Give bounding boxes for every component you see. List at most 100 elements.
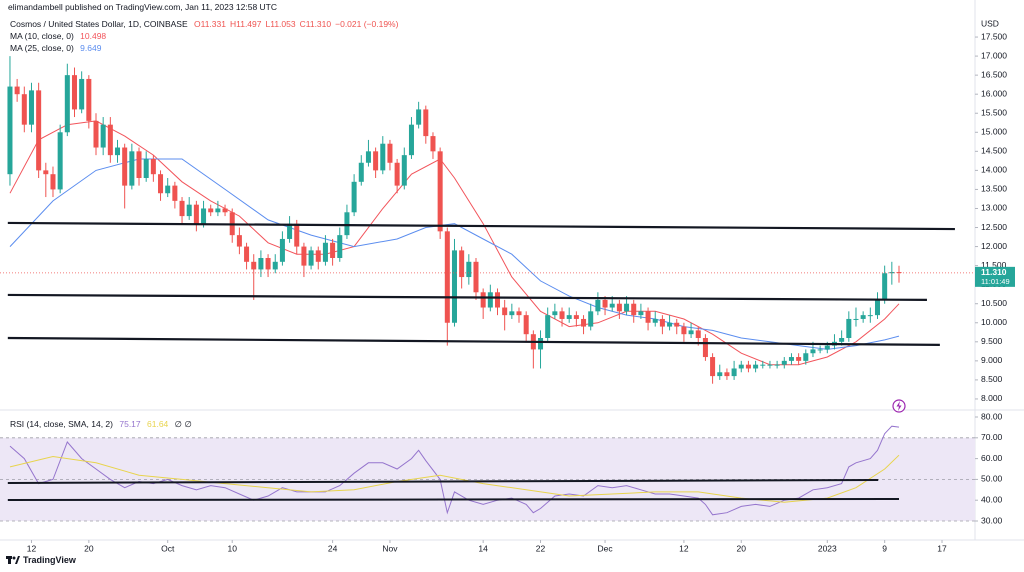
candle-body bbox=[552, 311, 558, 316]
candle-body bbox=[602, 299, 608, 308]
trendline bbox=[7, 479, 879, 484]
candle-body bbox=[258, 258, 264, 270]
na-marks: ∅ ∅ bbox=[174, 419, 192, 429]
candle-body bbox=[688, 330, 694, 335]
candle-body bbox=[788, 357, 794, 361]
candle-body bbox=[172, 185, 178, 201]
x-tick-label: Nov bbox=[382, 543, 398, 553]
event-icon-bolt bbox=[896, 401, 902, 411]
candle-body bbox=[581, 318, 587, 327]
candle-body bbox=[122, 147, 128, 186]
candle-body bbox=[494, 292, 501, 308]
candle-body bbox=[695, 330, 701, 338]
candle-body bbox=[781, 360, 787, 365]
branding: TradingView bbox=[6, 555, 76, 565]
y-tick-label: 17.000 bbox=[981, 50, 1007, 60]
candle-body bbox=[79, 78, 85, 110]
candle-body bbox=[487, 292, 493, 308]
y-tick-label: 10.500 bbox=[981, 298, 1007, 308]
candle-body bbox=[803, 353, 809, 361]
candle-body bbox=[674, 322, 680, 327]
candle-body bbox=[115, 147, 121, 156]
candle-body bbox=[480, 292, 486, 308]
y-tick-label: 30.00 bbox=[981, 515, 1003, 525]
candle-body bbox=[394, 162, 400, 186]
candle-body bbox=[738, 364, 744, 369]
x-tick-label: 17 bbox=[937, 543, 947, 553]
y-tick-label: 12.000 bbox=[981, 241, 1007, 251]
candle-body bbox=[867, 315, 873, 317]
candle-body bbox=[337, 235, 343, 258]
candle-body bbox=[308, 250, 314, 266]
y-tick-label: 12.500 bbox=[981, 222, 1007, 232]
candle-body bbox=[301, 246, 307, 266]
candle-body bbox=[839, 338, 845, 342]
candle-body bbox=[107, 124, 113, 156]
candle-body bbox=[538, 338, 544, 350]
candle-body bbox=[767, 364, 773, 366]
candle-body bbox=[358, 162, 364, 182]
legend-value: 9.649 bbox=[80, 43, 102, 53]
candle-body bbox=[423, 109, 429, 137]
candle-body bbox=[659, 318, 665, 327]
ohlc-values: O11.331 H11.497 L11.053 C11.310 −0.021 (−0.1… bbox=[194, 19, 402, 29]
candle-body bbox=[573, 315, 579, 319]
y-tick-label: 50.00 bbox=[981, 474, 1003, 484]
trendline bbox=[7, 293, 927, 302]
candle-body bbox=[817, 349, 823, 351]
countdown: 11:01:49 bbox=[981, 277, 1010, 286]
candle-body bbox=[100, 124, 106, 148]
candle-body bbox=[724, 372, 730, 377]
y-tick-label: 8.000 bbox=[981, 393, 1003, 403]
candle-body bbox=[516, 311, 522, 316]
candle-body bbox=[459, 250, 465, 278]
candle-body bbox=[71, 75, 78, 110]
legend-name: MA (25, close, 0) bbox=[10, 43, 74, 53]
y-tick-label: 9.500 bbox=[981, 336, 1003, 346]
candle-body bbox=[93, 120, 99, 148]
candle-body bbox=[208, 208, 214, 213]
candle-body bbox=[344, 212, 350, 236]
legend-value: 10.498 bbox=[80, 31, 107, 41]
x-tick-label: 24 bbox=[328, 543, 338, 553]
candle-body bbox=[186, 204, 192, 217]
x-tick-label: Oct bbox=[161, 543, 175, 553]
candle-body bbox=[36, 90, 42, 171]
candle-body bbox=[846, 318, 852, 338]
candle-body bbox=[387, 143, 393, 163]
candle-body bbox=[466, 261, 472, 278]
candle-body bbox=[853, 318, 859, 320]
candle-body bbox=[330, 242, 336, 258]
candle-body bbox=[760, 364, 766, 366]
legend-value: 75.17 bbox=[119, 419, 141, 429]
candle-body bbox=[509, 311, 515, 316]
candle-body bbox=[351, 181, 357, 213]
candle-body bbox=[272, 261, 278, 270]
candle-body bbox=[315, 250, 321, 262]
candle-body bbox=[545, 315, 551, 338]
candle-body bbox=[896, 272, 902, 274]
ohlc-item: C11.310 bbox=[299, 19, 332, 29]
candle-body bbox=[322, 242, 328, 262]
candle-body bbox=[416, 109, 422, 125]
symbol-legend: Cosmos / United States Dollar, 1D, COINB… bbox=[10, 19, 406, 30]
candle-body bbox=[566, 315, 572, 319]
candle-body bbox=[645, 311, 651, 323]
rsi-legend: RSI (14, close, SMA, 14, 2) 75.17 61.64 … bbox=[10, 419, 196, 430]
candle-body bbox=[294, 223, 300, 247]
candle-body bbox=[681, 326, 687, 335]
candle-body bbox=[710, 357, 716, 377]
ohlc-item: −0.021 (−0.19%) bbox=[335, 19, 399, 29]
trendline bbox=[7, 336, 940, 346]
candle-body bbox=[21, 94, 27, 125]
y-tick-label: 15.000 bbox=[981, 127, 1007, 137]
y-tick-label: 16.500 bbox=[981, 69, 1007, 79]
ma-line bbox=[9, 120, 900, 366]
rsi-title: RSI (14, close, SMA, 14, 2) bbox=[10, 419, 113, 429]
candle-body bbox=[796, 357, 802, 361]
candle-body bbox=[437, 151, 443, 232]
ohlc-item: L11.053 bbox=[265, 19, 296, 29]
x-tick-label: 9 bbox=[882, 543, 887, 553]
y-tick-label: 13.500 bbox=[981, 184, 1007, 194]
candle-body bbox=[165, 185, 171, 194]
